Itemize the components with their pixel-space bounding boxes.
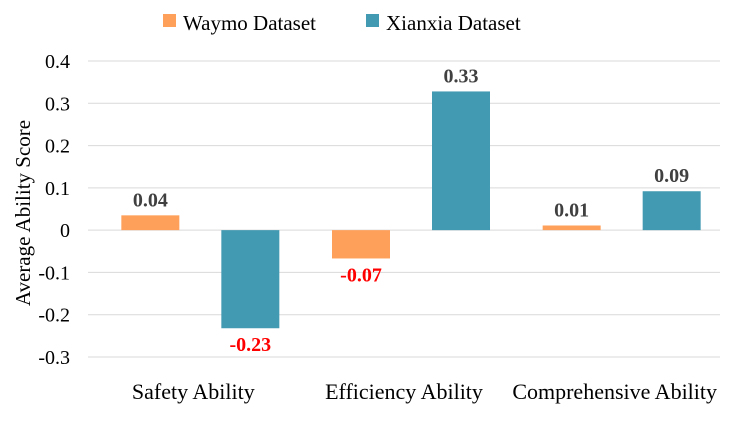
legend-swatch-waymo <box>163 14 176 27</box>
y-tick-label: -0.3 <box>38 347 70 369</box>
data-labels: 0.04 -0.07 0.01 -0.23 0.33 0.09 <box>133 65 689 356</box>
bars <box>121 91 701 329</box>
bar-xianxia-2 <box>642 191 701 231</box>
legend-label-xianxia: Xianxia Dataset <box>386 11 521 35</box>
gridlines <box>88 60 720 358</box>
y-tick-label: 0.2 <box>45 136 70 158</box>
category-label-1: Efficiency Ability <box>325 379 483 404</box>
legend-label-waymo: Waymo Dataset <box>183 11 316 35</box>
bar-waymo-1 <box>332 230 390 259</box>
y-tick-label: 0 <box>60 220 70 242</box>
category-label-0: Safety Ability <box>132 379 255 404</box>
y-tick-label: 0.3 <box>45 93 70 115</box>
data-label-xianxia-0: -0.23 <box>229 334 271 356</box>
y-tick-label: -0.2 <box>38 305 70 327</box>
data-label-waymo-0: 0.04 <box>133 189 168 211</box>
bar-waymo-0 <box>121 215 180 231</box>
category-labels: Safety Ability Efficiency Ability Comprehe… <box>132 379 717 404</box>
y-axis-title: Average Ability Score <box>11 120 35 306</box>
y-tick-label: -0.1 <box>38 262 70 284</box>
bar-xianxia-1 <box>432 91 490 231</box>
legend: Waymo Dataset Xianxia Dataset <box>163 11 521 35</box>
data-label-xianxia-1: 0.33 <box>444 65 479 87</box>
data-label-waymo-1: -0.07 <box>340 264 382 286</box>
y-tick-labels: 0.4 0.3 0.2 0.1 0 -0.1 -0.2 -0.3 <box>38 51 70 369</box>
data-label-xianxia-2: 0.09 <box>654 165 689 187</box>
y-tick-label: 0.1 <box>45 178 70 200</box>
legend-swatch-xianxia <box>366 14 379 27</box>
category-label-2: Comprehensive Ability <box>512 379 717 404</box>
data-label-waymo-2: 0.01 <box>554 199 589 221</box>
bar-xianxia-0 <box>221 230 280 329</box>
bar-waymo-2 <box>542 225 601 231</box>
y-tick-label: 0.4 <box>45 51 70 73</box>
